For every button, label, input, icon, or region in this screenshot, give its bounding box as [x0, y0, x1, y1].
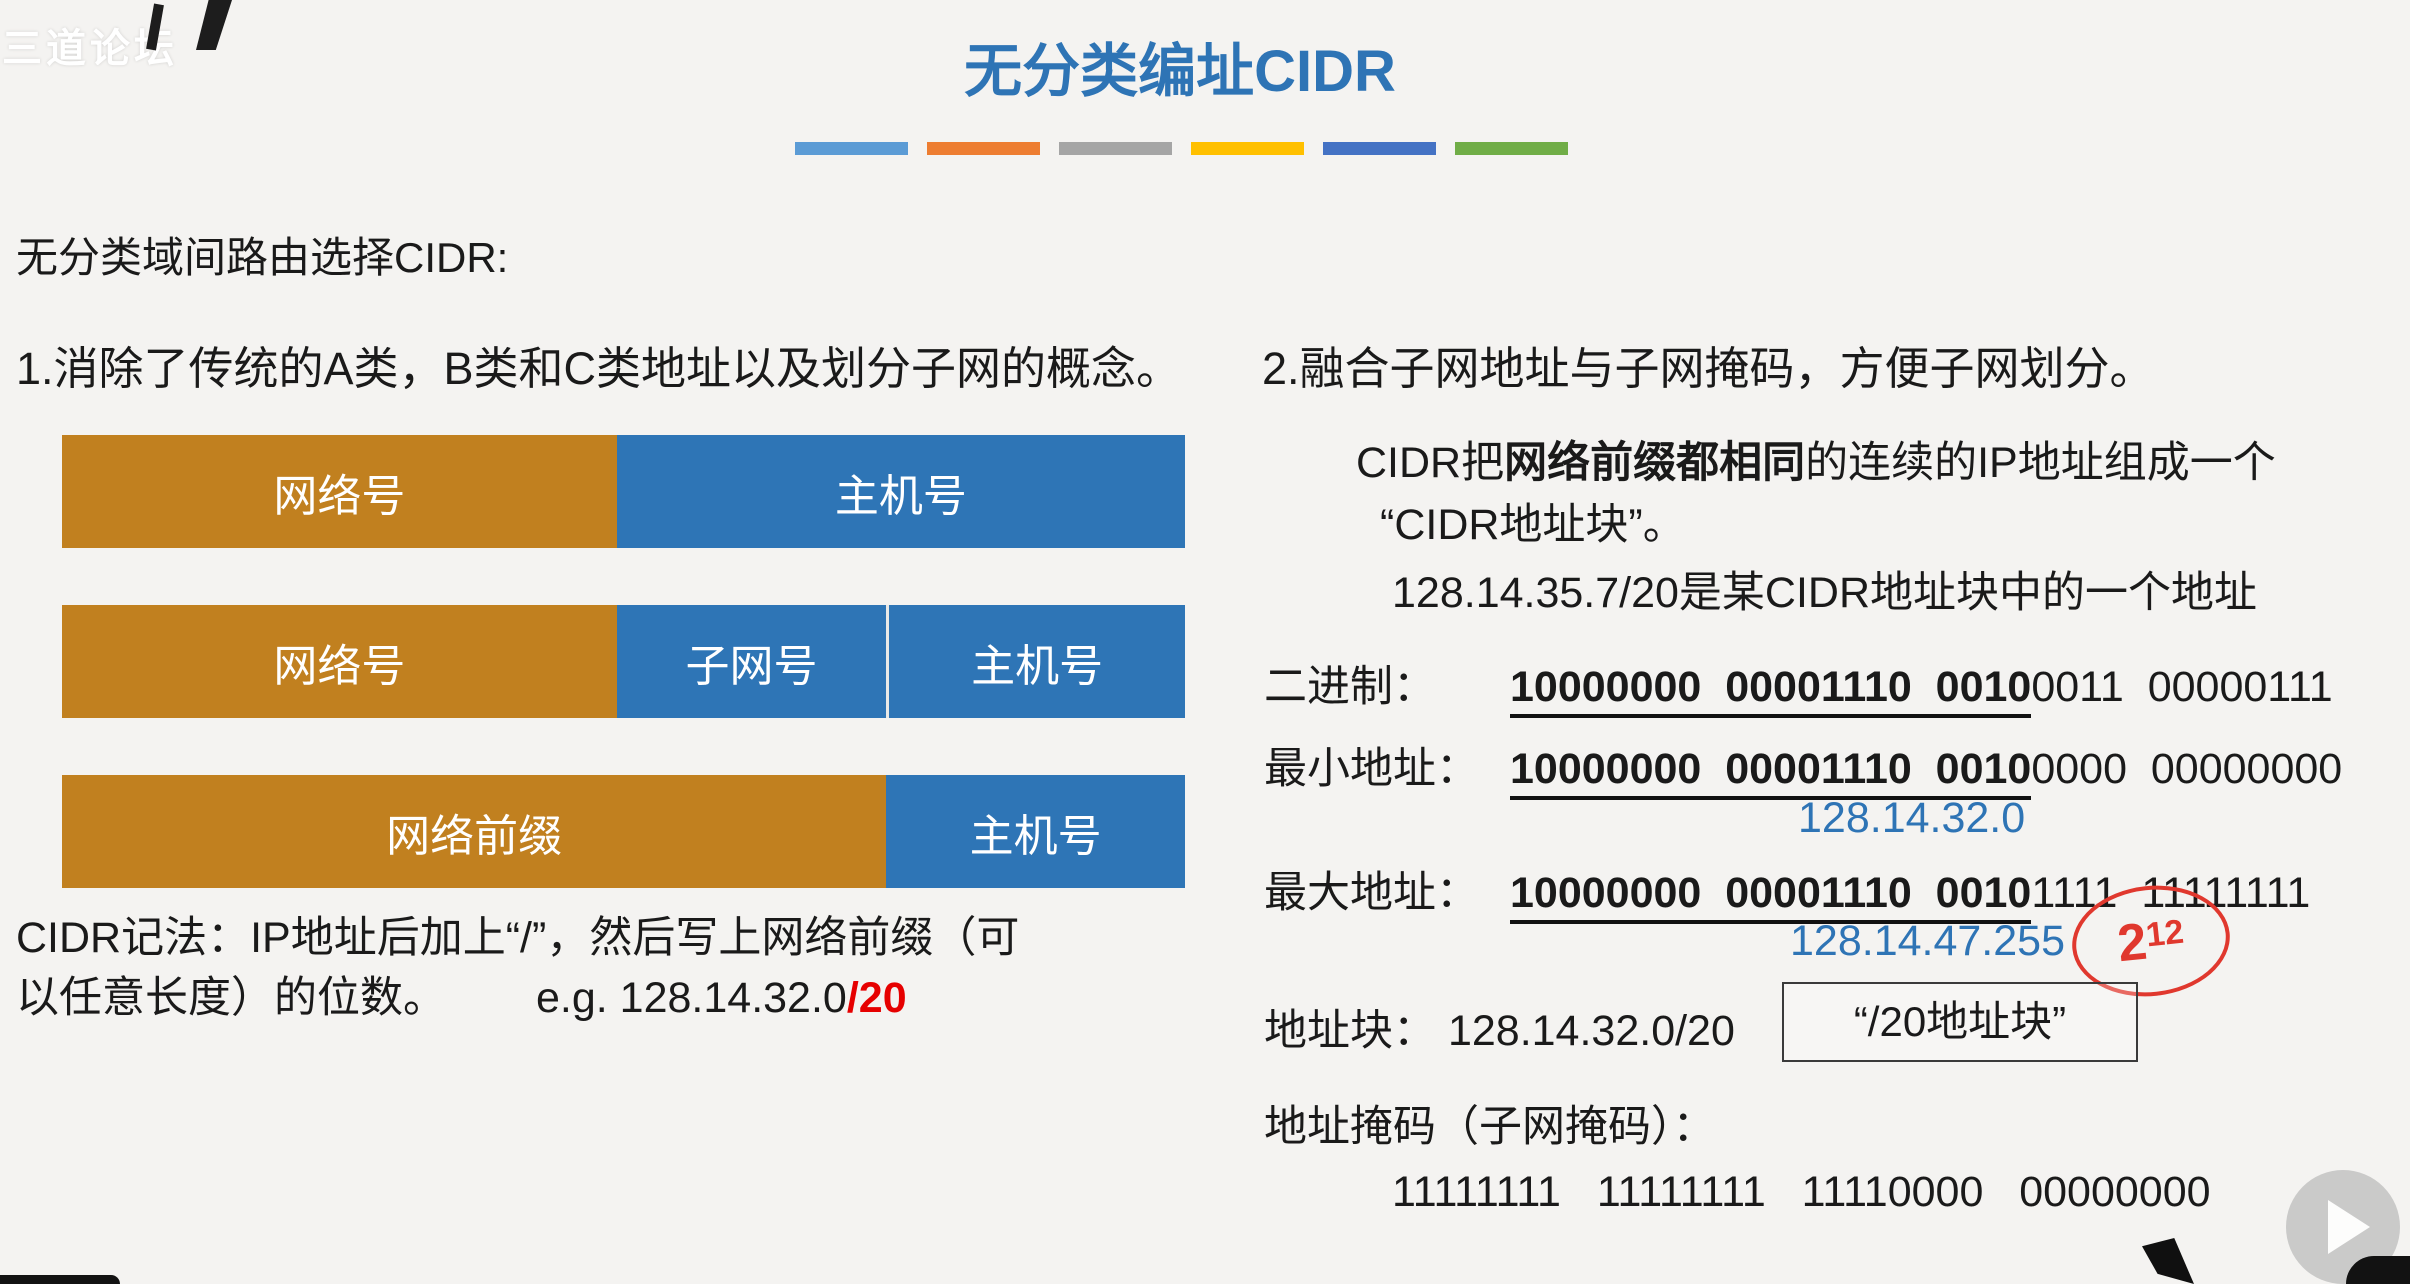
notation-line-1: CIDR记法：IP地址后加上“/”，然后写上网络前缀（可	[16, 914, 1020, 962]
address-block-box: “/20地址块”	[1782, 982, 2138, 1062]
max-address-decimal: 128.14.47.255	[1790, 917, 2065, 965]
address-structure-bar: 网络号 子网号 主机号	[62, 605, 1185, 718]
paragraph-bold-text: 网络前缀都相同	[1504, 439, 1806, 487]
example-address: e.g. 128.14.32.0	[536, 974, 847, 1022]
watermark: 三道论坛	[2, 27, 178, 71]
divider-dashes	[795, 142, 1568, 155]
slide-title: 无分类编址CIDR	[964, 39, 1396, 104]
paragraph-text: CIDR把	[1356, 439, 1505, 487]
bar-segment-network: 网络前缀	[62, 775, 887, 888]
video-corner-right	[2346, 1256, 2410, 1284]
mask-label: 地址掩码（子网掩码）：	[1264, 1103, 1716, 1151]
notation-line-2: 以任意长度）的位数。 e.g. 128.14.32.0/20	[16, 968, 1019, 1028]
bar-segment-network: 网络号	[62, 435, 617, 548]
divider-dash	[927, 142, 1040, 155]
address-structure-bar: 网络号 主机号	[62, 435, 1185, 548]
bar-segment-network: 网络号	[62, 605, 617, 718]
address-bars: 网络号 主机号 网络号 子网号 主机号 网络前缀 主机号	[62, 435, 1185, 945]
min-address-decimal: 128.14.32.0	[1798, 794, 2026, 842]
address-block-line: 地址块： 128.14.32.0/20	[1264, 1007, 1735, 1055]
binary-prefix-bits: 10000000 00001110 0010	[1510, 745, 2032, 800]
point-2: 2.融合子网地址与子网掩码，方便子网划分。	[1262, 343, 2155, 394]
cidr-example-line: 128.14.35.7/20是某CIDR地址块中的一个地址	[1392, 569, 2258, 617]
video-corner-left	[0, 1275, 120, 1284]
divider-dash	[1455, 142, 1568, 155]
cidr-block-paragraph-line-1: CIDR把网络前缀都相同的连续的IP地址组成一个	[1356, 428, 2276, 490]
binary-host-bits: 0000 00000000	[2031, 745, 2343, 793]
bar-segment-host: 主机号	[886, 775, 1185, 888]
intro-heading: 无分类域间路由选择CIDR:	[16, 234, 509, 281]
example-prefix-length: /20	[846, 974, 907, 1022]
pen-cursor	[2142, 1238, 2194, 1284]
binary-row-min-address: 最小地址： 10000000 00001110 0010 0000 00000000	[1264, 734, 2342, 800]
paragraph-text: 的连续的IP地址组成一个	[1805, 439, 2276, 487]
divider-dash	[1323, 142, 1436, 155]
binary-prefix-bits: 10000000 00001110 0010	[1510, 663, 2032, 718]
mask-binary: 11111111 11111111 11110000 00000000	[1392, 1168, 2211, 1216]
bar-segment-host: 主机号	[616, 435, 1185, 548]
annotation-exponent: 12	[2143, 912, 2186, 954]
binary-host-bits: 0011 00000111	[2031, 663, 2333, 711]
binary-prefix-bits: 10000000 00001110 0010	[1510, 869, 2032, 924]
divider-dash	[1191, 142, 1304, 155]
binary-row-label: 最小地址：	[1264, 745, 1479, 793]
binary-row-label: 二进制：	[1264, 663, 1436, 711]
bar-segment-host: 子网号	[616, 605, 887, 718]
play-icon	[2328, 1200, 2370, 1254]
binary-row-max-address: 最大地址： 10000000 00001110 0010 1111 11111111	[1264, 858, 2310, 924]
divider-dash	[1059, 142, 1172, 155]
binary-row-binary: 二进制： 10000000 00001110 0010 0011 00000111	[1264, 652, 2333, 718]
binary-row-label: 最大地址：	[1264, 869, 1479, 917]
binary-host-bits: 1111 11111111	[2031, 869, 2311, 917]
divider-dash	[795, 142, 908, 155]
point-1: 1.消除了传统的A类，B类和C类地址以及划分子网的概念。	[16, 343, 1182, 394]
notation-line-2-text: 以任意长度）的位数。	[16, 974, 446, 1022]
cidr-notation: CIDR记法：IP地址后加上“/”，然后写上网络前缀（可 以任意长度）的位数。 e…	[16, 908, 1019, 1028]
address-structure-bar: 网络前缀 主机号	[62, 775, 1185, 888]
bar-segment-host: 主机号	[886, 605, 1185, 718]
cidr-block-paragraph-line-2: “CIDR地址块”。	[1380, 501, 1686, 549]
